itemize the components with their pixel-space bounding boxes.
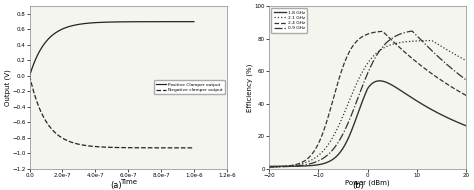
2.4 GHz: [464, 94, 469, 97]
2.1 GHz: [429, 39, 435, 42]
2.4 GHz: [380, 30, 385, 32]
2.4 GHz: [391, 41, 397, 43]
2.4 GHz: [410, 58, 416, 60]
Negative clamper output: [191, 147, 197, 149]
Negative clamper output: [90, 145, 95, 147]
1.8 GHz: [391, 85, 397, 87]
2.1 GHz: [464, 59, 469, 62]
2.4 GHz: [330, 97, 336, 99]
Line: 2.4 GHz: 2.4 GHz: [269, 31, 466, 167]
X-axis label: Time: Time: [119, 179, 137, 185]
2.4 GHz: [345, 55, 350, 57]
Positive Clamper output: [27, 75, 32, 77]
Positive Clamper output: [188, 21, 193, 23]
1.8 GHz: [376, 80, 382, 82]
2.1 GHz: [410, 40, 415, 42]
2.4 GHz: [290, 164, 296, 166]
Line: Negative clamper output: Negative clamper output: [29, 76, 194, 148]
Legend: 1.8 GHz, 2.1 GHz, 2.4 GHz, 0.9 GHz: 1.8 GHz, 2.1 GHz, 2.4 GHz, 0.9 GHz: [272, 8, 307, 33]
0.9 GHz: [330, 148, 336, 150]
Line: 0.9 GHz: 0.9 GHz: [269, 31, 466, 167]
0.9 GHz: [290, 165, 296, 167]
2.4 GHz: [409, 57, 415, 59]
Line: 2.1 GHz: 2.1 GHz: [269, 40, 466, 167]
0.9 GHz: [464, 79, 469, 81]
1.8 GHz: [290, 165, 296, 167]
Positive Clamper output: [55, 30, 61, 32]
2.1 GHz: [290, 164, 296, 166]
Y-axis label: Efficiency (%): Efficiency (%): [246, 63, 253, 112]
1.8 GHz: [410, 97, 416, 100]
2.1 GHz: [409, 40, 414, 42]
0.9 GHz: [391, 36, 396, 39]
Y-axis label: Output (V): Output (V): [4, 69, 11, 106]
Line: 1.8 GHz: 1.8 GHz: [269, 81, 466, 166]
Negative clamper output: [46, 124, 51, 126]
Legend: Positive Clamper output, Negative clamper output: Positive Clamper output, Negative clampe…: [154, 81, 225, 94]
1.8 GHz: [464, 125, 469, 127]
0.9 GHz: [266, 166, 272, 168]
Negative clamper output: [27, 75, 32, 77]
Negative clamper output: [188, 147, 193, 149]
0.9 GHz: [410, 31, 416, 33]
2.1 GHz: [330, 135, 336, 137]
0.9 GHz: [409, 30, 415, 32]
1.8 GHz: [266, 165, 272, 167]
Negative clamper output: [170, 147, 176, 149]
Positive Clamper output: [90, 22, 95, 24]
1.8 GHz: [409, 97, 415, 99]
Positive Clamper output: [97, 21, 102, 24]
2.1 GHz: [391, 43, 396, 45]
0.9 GHz: [409, 30, 414, 32]
Positive Clamper output: [191, 21, 197, 23]
2.4 GHz: [266, 166, 272, 168]
Text: (a): (a): [110, 181, 122, 190]
Negative clamper output: [97, 146, 102, 148]
X-axis label: Power (dBm): Power (dBm): [346, 179, 390, 186]
0.9 GHz: [345, 124, 350, 126]
Text: (b): (b): [352, 181, 364, 190]
1.8 GHz: [330, 158, 336, 160]
Positive Clamper output: [170, 21, 176, 23]
1.8 GHz: [345, 139, 350, 142]
2.1 GHz: [345, 105, 350, 107]
Negative clamper output: [55, 134, 61, 136]
2.1 GHz: [266, 166, 272, 168]
Positive Clamper output: [46, 38, 51, 40]
Line: Positive Clamper output: Positive Clamper output: [29, 22, 194, 76]
